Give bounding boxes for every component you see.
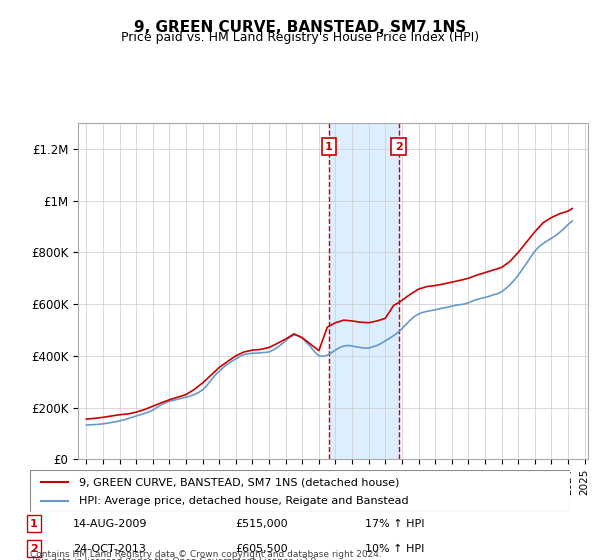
Text: 14-AUG-2009: 14-AUG-2009	[73, 519, 148, 529]
Text: 1: 1	[30, 519, 38, 529]
Text: 9, GREEN CURVE, BANSTEAD, SM7 1NS: 9, GREEN CURVE, BANSTEAD, SM7 1NS	[134, 20, 466, 35]
Text: Price paid vs. HM Land Registry's House Price Index (HPI): Price paid vs. HM Land Registry's House …	[121, 31, 479, 44]
Text: 2: 2	[395, 142, 403, 152]
Bar	[329, 123, 398, 459]
Text: 9, GREEN CURVE, BANSTEAD, SM7 1NS (detached house): 9, GREEN CURVE, BANSTEAD, SM7 1NS (detac…	[79, 477, 399, 487]
Text: This data is licensed under the Open Government Licence v3.0.: This data is licensed under the Open Gov…	[30, 557, 319, 560]
Text: 10% ↑ HPI: 10% ↑ HPI	[365, 544, 424, 554]
Text: HPI: Average price, detached house, Reigate and Banstead: HPI: Average price, detached house, Reig…	[79, 496, 408, 506]
Text: £605,500: £605,500	[235, 544, 288, 554]
FancyBboxPatch shape	[30, 470, 570, 512]
Text: Contains HM Land Registry data © Crown copyright and database right 2024.: Contains HM Land Registry data © Crown c…	[30, 550, 382, 559]
Text: 1: 1	[325, 142, 333, 152]
Text: £515,000: £515,000	[235, 519, 288, 529]
Text: 2: 2	[30, 544, 38, 554]
Text: 24-OCT-2013: 24-OCT-2013	[73, 544, 146, 554]
Text: 17% ↑ HPI: 17% ↑ HPI	[365, 519, 424, 529]
